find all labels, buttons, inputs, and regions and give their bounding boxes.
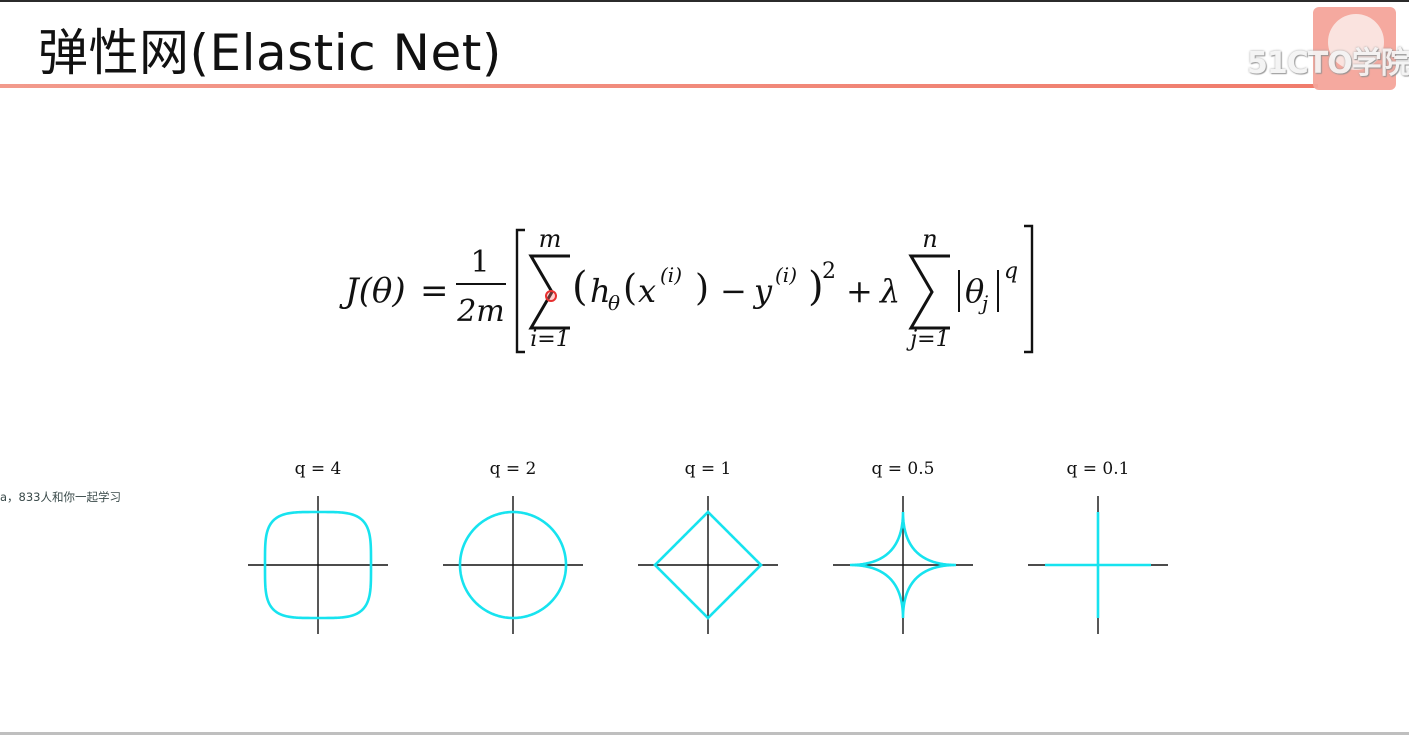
plot-q1: q = 1 (638, 459, 778, 634)
formula-sum1-lower: i=1 (530, 327, 569, 352)
formula-x: x (638, 272, 656, 310)
plot-label-q0.1: q = 0.1 (1067, 459, 1130, 479)
plot-q0.5-curve (850, 512, 956, 618)
formula-h-sub: θ (608, 291, 620, 315)
formula-left-bracket (515, 228, 525, 354)
plot-q2: q = 2 (443, 459, 583, 634)
sum-sign-2 (908, 254, 950, 330)
formula-paren-close: ) (808, 264, 824, 310)
formula-right-bracket (1024, 224, 1034, 354)
formula-paren-close-2: ) (695, 268, 709, 309)
watermark-face-icon (1328, 14, 1384, 70)
formula-x-sup: (i) (660, 263, 682, 287)
plot-q1-curve (653, 510, 763, 620)
formula-y: y (752, 272, 773, 310)
formula-sum1-upper: m (539, 225, 562, 253)
formula-square-exponent: 2 (822, 259, 836, 284)
watermark-text: 51CTO学院 (1247, 46, 1409, 81)
formula-fraction-numerator: 1 (470, 245, 489, 280)
formula-y-sup: (i) (775, 263, 797, 287)
formula-paren-open-2: ( (623, 268, 637, 309)
formula-sum2-lower: j=1 (905, 327, 949, 352)
viewer-count-notice: a，833人和你一起学习 (0, 490, 121, 504)
formula-lambda: λ (878, 272, 900, 310)
formula-plus: + (846, 272, 873, 310)
formula-paren-open: ( (572, 264, 588, 310)
plot-label-q4: q = 4 (295, 459, 342, 479)
formula-minus: − (720, 272, 747, 310)
slide-title: 弹性网(Elastic Net) (38, 24, 502, 82)
formula-sum2-upper: n (922, 225, 937, 253)
formula-q-exponent: q (1004, 259, 1018, 284)
plot-q0.5: q = 0.5 (833, 459, 973, 634)
plot-label-q1: q = 1 (685, 459, 732, 479)
plot-label-q0.5: q = 0.5 (872, 459, 935, 479)
formula-lhs: J(θ) (339, 271, 406, 311)
formula-theta: θ (965, 272, 984, 310)
plot-label-q2: q = 2 (490, 459, 537, 479)
formula-theta-sub: j (978, 291, 988, 315)
window-bottom-border (0, 732, 1409, 735)
formula-equals: = (420, 271, 449, 311)
plot-q4: q = 4 (248, 459, 388, 634)
plot-q0.1-curve (1045, 512, 1151, 618)
regularization-shapes-figure: q = 4 q = 2 q = 1 q = 0.5 q = 0.1 (248, 459, 1168, 634)
plot-q0.1: q = 0.1 (1028, 459, 1168, 634)
plot-q2-curve (458, 510, 568, 620)
formula-fraction-denominator: 2m (456, 294, 505, 329)
plot-q4-curve (263, 510, 373, 620)
mouse-cursor-indicator (545, 290, 557, 302)
formula-h: h (590, 272, 611, 310)
cost-function-formula: J(θ) = 1 2m m i=1 ( h θ ( x (i) ) − y (i… (339, 224, 1034, 354)
window-top-border (0, 0, 1409, 2)
title-underline (0, 84, 1318, 88)
